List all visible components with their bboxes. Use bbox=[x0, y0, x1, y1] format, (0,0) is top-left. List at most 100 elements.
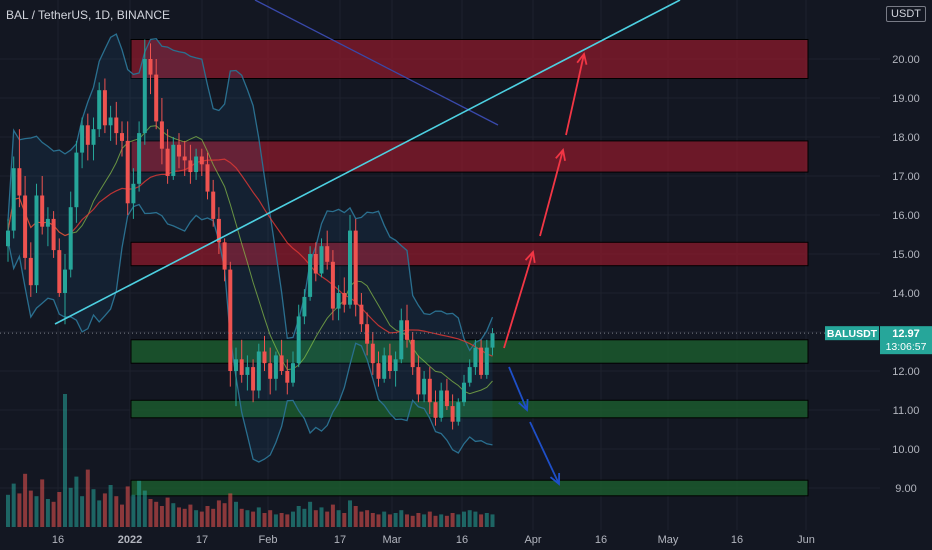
candle-body bbox=[6, 230, 10, 247]
volume-bar bbox=[171, 503, 176, 527]
candle-body bbox=[120, 133, 124, 141]
candle-body bbox=[456, 402, 461, 422]
y-tick-label: 20.00 bbox=[892, 54, 920, 66]
candle-body bbox=[450, 406, 455, 422]
candle-body bbox=[188, 160, 193, 173]
volume-bar bbox=[142, 490, 147, 527]
volume-bar bbox=[120, 504, 124, 527]
volume-bar bbox=[473, 511, 478, 527]
volume-bar bbox=[114, 496, 119, 527]
volume-bar bbox=[256, 507, 261, 527]
candle-body bbox=[273, 355, 278, 379]
candle-body bbox=[302, 296, 307, 317]
x-tick-label: 16 bbox=[456, 534, 468, 546]
volume-bar bbox=[97, 500, 102, 527]
symbol-badge bbox=[825, 326, 879, 341]
volume-bar bbox=[296, 506, 301, 527]
candle-body bbox=[137, 133, 142, 184]
candle-body bbox=[416, 367, 421, 395]
bollinger-upper bbox=[7, 33, 494, 352]
volume-bar bbox=[268, 510, 273, 527]
candle-body bbox=[131, 183, 136, 204]
volume-bar bbox=[342, 513, 347, 527]
candle-body bbox=[342, 293, 347, 305]
candle-body bbox=[205, 164, 210, 192]
volume-bar bbox=[359, 511, 364, 527]
candle-body bbox=[382, 355, 387, 379]
symbol-badge-label: BALUSDT bbox=[827, 328, 878, 340]
volume-bar bbox=[302, 508, 307, 527]
candle-body bbox=[34, 195, 39, 286]
candle-body bbox=[102, 90, 107, 126]
candle-body bbox=[45, 218, 50, 227]
candle-body bbox=[142, 59, 147, 134]
candle-body bbox=[182, 156, 187, 161]
volume-bar bbox=[444, 515, 449, 527]
projection-arrow-up-3-head bbox=[576, 51, 588, 65]
volume-bar bbox=[484, 513, 489, 527]
candle-body bbox=[63, 269, 67, 293]
y-tick-label: 9.00 bbox=[895, 483, 916, 495]
volume-bar bbox=[68, 487, 73, 527]
y-tick-label: 11.00 bbox=[893, 405, 920, 417]
candle-body bbox=[387, 355, 392, 371]
volume-bar bbox=[433, 515, 438, 527]
volume-bar bbox=[199, 511, 204, 527]
volume-bar bbox=[165, 497, 170, 527]
y-tick-label: 18.00 bbox=[892, 132, 920, 144]
volume-bar bbox=[370, 513, 375, 527]
volume-bar bbox=[34, 496, 39, 527]
volume-bar bbox=[182, 508, 187, 527]
candle-body bbox=[211, 191, 216, 219]
volume-bar bbox=[45, 499, 50, 527]
candle-body bbox=[433, 402, 438, 418]
y-tick-label: 17.00 bbox=[892, 171, 920, 183]
candle-body bbox=[325, 246, 330, 262]
candle-body bbox=[393, 359, 398, 371]
price-axis bbox=[880, 0, 932, 550]
candle-body bbox=[427, 378, 432, 403]
y-tick-label: 19.00 bbox=[892, 93, 920, 105]
volume-bar bbox=[365, 510, 370, 527]
x-tick-label: 17 bbox=[334, 534, 346, 546]
volume-bar bbox=[285, 514, 290, 527]
candle-body bbox=[256, 351, 261, 391]
candle-body bbox=[462, 382, 466, 403]
resistance-zone bbox=[130, 39, 809, 79]
candle-body bbox=[80, 125, 85, 153]
volume-bar bbox=[131, 494, 136, 527]
candle-body bbox=[365, 324, 370, 344]
y-tick-label: 14.00 bbox=[892, 288, 920, 300]
candle-body bbox=[199, 156, 204, 165]
resistance-zone bbox=[130, 241, 809, 267]
candle-body bbox=[85, 125, 90, 145]
y-tick-label: 10.00 bbox=[892, 444, 920, 456]
candle-body bbox=[74, 152, 79, 208]
volume-bar bbox=[308, 501, 313, 527]
resistance-zone bbox=[130, 140, 809, 173]
volume-bar bbox=[399, 510, 404, 527]
volume-bar bbox=[211, 508, 216, 527]
volume-bar bbox=[382, 511, 387, 527]
candle-body bbox=[348, 230, 352, 305]
volume-bar bbox=[234, 501, 238, 527]
volume-bar bbox=[405, 514, 409, 527]
currency-badge[interactable]: USDT bbox=[886, 6, 926, 22]
volume-bar bbox=[427, 511, 432, 527]
candle-body bbox=[234, 359, 238, 371]
moving-average-blue bbox=[254, 0, 499, 126]
candle-body bbox=[148, 59, 153, 75]
x-tick-label: 16 bbox=[731, 534, 743, 546]
volume-bar bbox=[336, 510, 341, 527]
candle-body bbox=[159, 121, 164, 149]
volume-bar bbox=[410, 515, 415, 527]
volume-bar bbox=[17, 493, 22, 527]
candle-body bbox=[171, 144, 176, 176]
candle-body bbox=[490, 333, 495, 348]
candle-body bbox=[23, 195, 28, 258]
volume-bar bbox=[23, 473, 28, 527]
volume-bar bbox=[387, 514, 392, 527]
candle-body bbox=[444, 390, 449, 407]
